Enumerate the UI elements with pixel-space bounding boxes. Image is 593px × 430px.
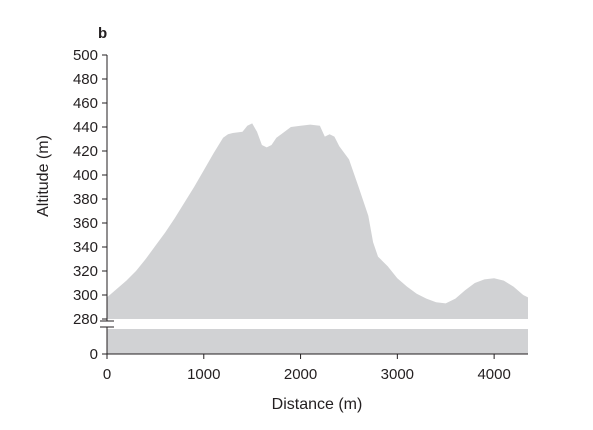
y-tick-label-340: 340 <box>73 239 98 256</box>
y-tick-label-420: 420 <box>73 143 98 160</box>
y-tick-label-320: 320 <box>73 263 98 280</box>
y-tick-label-300: 300 <box>73 287 98 304</box>
x-tick-label-2000: 2000 <box>284 366 317 383</box>
x-tick-label-1000: 1000 <box>187 366 220 383</box>
y-tick-label-380: 380 <box>73 191 98 208</box>
y-tick-label-440: 440 <box>73 119 98 136</box>
y-axis-title: Altitude (m) <box>35 135 52 217</box>
y-tick-label-360: 360 <box>73 215 98 232</box>
y-tick-label-460: 460 <box>73 95 98 112</box>
altitude-area-upper <box>107 123 528 320</box>
y-tick-label-280: 280 <box>73 311 98 328</box>
y-tick-label-400: 400 <box>73 167 98 184</box>
y-tick-label-480: 480 <box>73 71 98 88</box>
y-tick-label-500: 500 <box>73 47 98 64</box>
x-tick-label-3000: 3000 <box>381 366 414 383</box>
panel-label: b <box>98 25 107 42</box>
y-tick-label-lower-0: 0 <box>90 346 98 363</box>
x-tick-label-0: 0 <box>103 366 111 383</box>
x-axis-title: Distance (m) <box>272 396 363 413</box>
x-tick-label-4000: 4000 <box>477 366 510 383</box>
altitude-area-lower <box>107 329 528 354</box>
